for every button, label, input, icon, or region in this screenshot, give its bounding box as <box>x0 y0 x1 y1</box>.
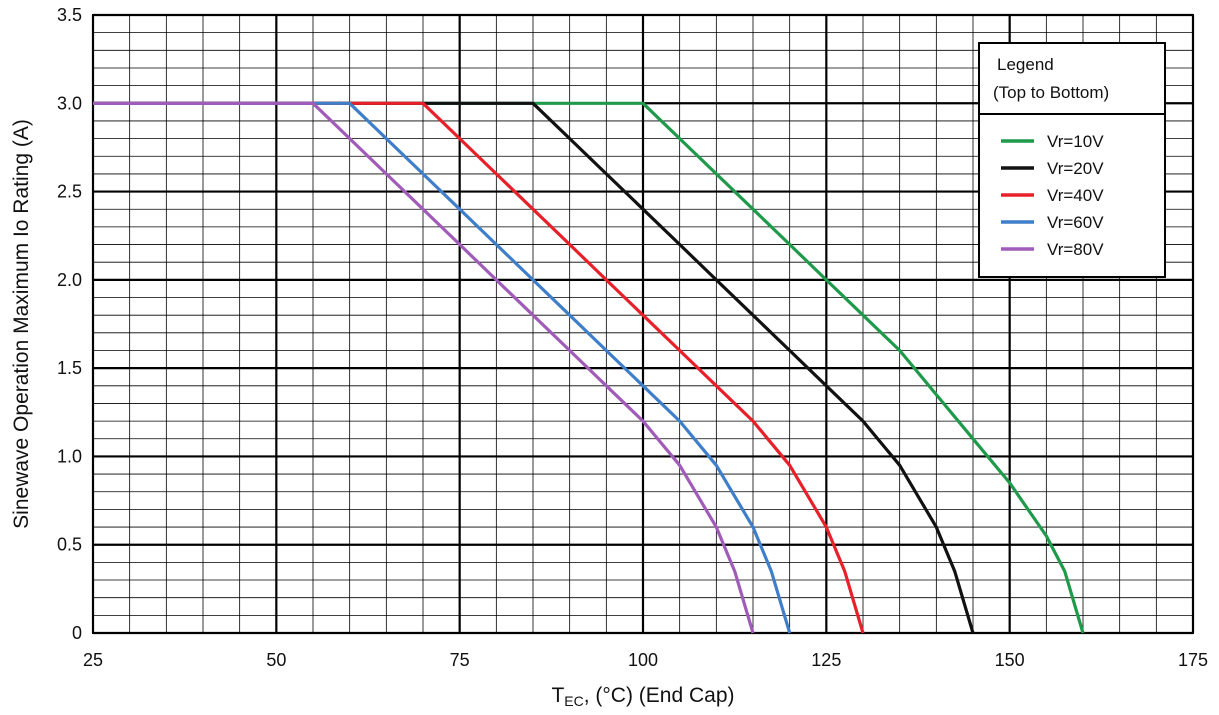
x-tick-label: 75 <box>450 650 470 670</box>
series-line <box>93 101 755 634</box>
series-line <box>93 101 865 634</box>
x-tick-label: 175 <box>1178 650 1208 670</box>
x-tick-label: 50 <box>266 650 286 670</box>
legend-label: Vr=40V <box>1047 186 1104 205</box>
x-tick-label: 25 <box>83 650 103 670</box>
y-tick-labels: 0 0.5 1.0 1.5 2.0 2.5 3.0 3.5 <box>57 5 82 643</box>
series-lines <box>93 101 1085 634</box>
y-tick-label: 2.5 <box>57 182 82 202</box>
series-line <box>93 101 1085 634</box>
legend-items: Vr=10V Vr=20V Vr=40V Vr=60V Vr=80V <box>1001 132 1104 259</box>
legend-label: Vr=60V <box>1047 213 1104 232</box>
legend-label: Vr=80V <box>1047 240 1104 259</box>
legend-label: Vr=20V <box>1047 159 1104 178</box>
x-axis-label: TEC, (°C) (End Cap) <box>551 684 734 709</box>
y-tick-label: 1.5 <box>57 358 82 378</box>
y-tick-label: 3.0 <box>57 93 82 113</box>
legend-box <box>978 42 1166 278</box>
series-line <box>93 101 792 634</box>
x-tick-label: 150 <box>995 650 1025 670</box>
legend: Legend (Top to Bottom) Vr=10V Vr=20V Vr=40… <box>978 42 1166 278</box>
x-tick-label: 125 <box>811 650 841 670</box>
legend-title: Legend <box>997 55 1054 74</box>
legend-subtitle: (Top to Bottom) <box>993 83 1109 102</box>
y-tick-label: 2.0 <box>57 270 82 290</box>
y-tick-label: 1.0 <box>57 446 82 466</box>
x-tick-labels: 25 50 75 100 125 150 175 <box>83 650 1208 670</box>
y-tick-label: 0.5 <box>57 535 82 555</box>
y-tick-label: 0 <box>72 623 82 643</box>
x-tick-label: 100 <box>628 650 658 670</box>
y-tick-label: 3.5 <box>57 5 82 25</box>
y-axis-label: Sinewave Operation Maximum Io Rating (A) <box>10 119 33 529</box>
plot-frame <box>92 14 1194 634</box>
legend-label: Vr=10V <box>1047 132 1104 151</box>
series-line <box>93 101 975 634</box>
